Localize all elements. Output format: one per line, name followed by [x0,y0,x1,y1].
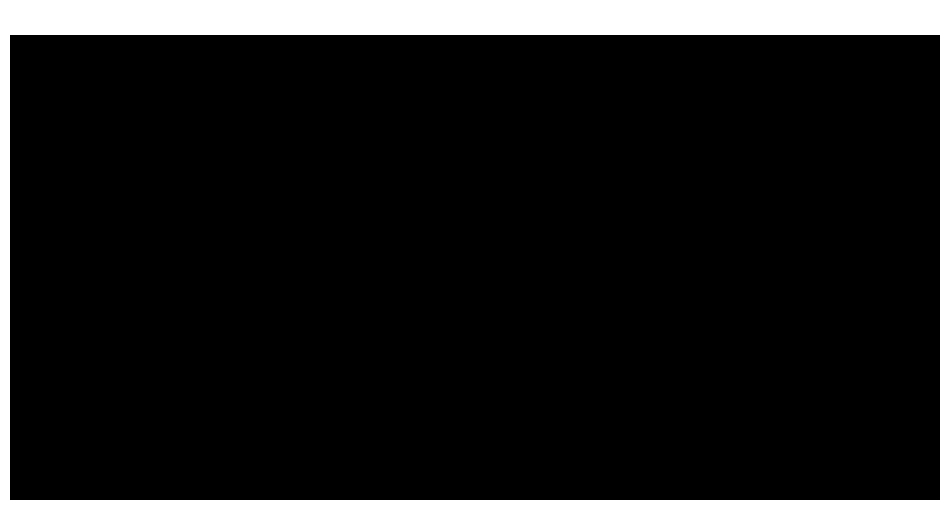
wordcloud-canvas [10,35,940,500]
wordcloud-svg [10,35,940,500]
